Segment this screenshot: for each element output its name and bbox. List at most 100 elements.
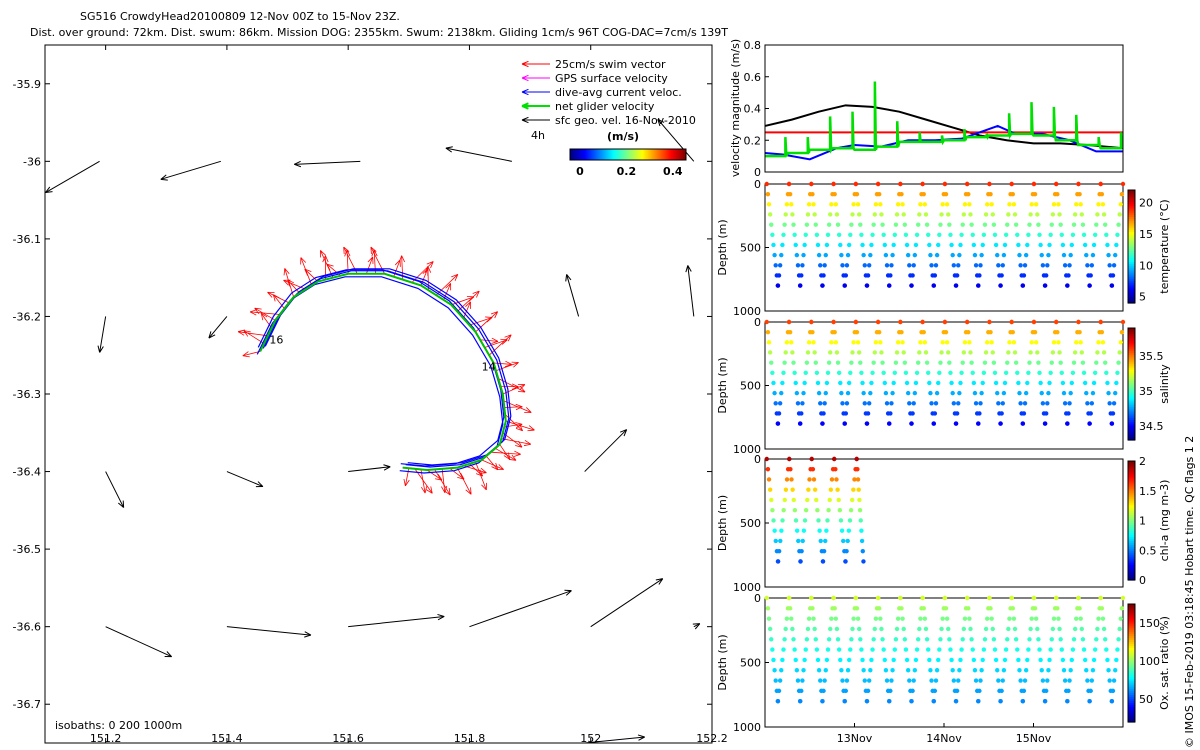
oxygen-profile-point [969, 637, 974, 642]
oxygen-profile-point [1078, 616, 1083, 621]
chla-colorbar-cell [1128, 540, 1135, 543]
oxygen-profile-point [810, 606, 815, 611]
colorbar-cell [638, 149, 640, 160]
temperature-profile-point [811, 202, 816, 207]
oxygen-colorbar-cell [1128, 710, 1135, 713]
salinity-profile-point [989, 340, 994, 345]
salinity-profile-point [879, 350, 884, 355]
salinity-profile-point [1048, 370, 1053, 375]
temperature-profile-point [1111, 263, 1117, 268]
salinity-profile-point [766, 340, 772, 345]
chla-colorbar-cell [1128, 560, 1135, 563]
salinity-profile-point [1101, 350, 1107, 355]
chla-axes-frame [764, 458, 1124, 588]
temperature-profile-point [987, 181, 992, 187]
oxygen-profile-point [793, 657, 798, 663]
oxygen-profile-point [860, 657, 865, 663]
oxygen-profile-point [991, 637, 997, 642]
oxygen-profile-point [982, 637, 988, 642]
salinity-profile-point [821, 411, 826, 416]
temperature-profile-point [848, 232, 853, 237]
temperature-profile-point [901, 212, 906, 217]
oxygen-profile-point [771, 657, 776, 663]
oxygen-colorbar-cell [1128, 625, 1135, 629]
chla-colorbar-cell [1128, 474, 1135, 478]
map-x-tick-label: 152.2 [696, 732, 728, 745]
temperature-profile-point [1038, 242, 1043, 248]
salinity-profile-point [824, 380, 830, 386]
salinity-profile-point [950, 390, 955, 396]
net-velocity-series-line [765, 81, 1124, 158]
temperature-colorbar-cell [1128, 225, 1135, 229]
temperature-profile-point [786, 181, 792, 187]
temperature-profile-point [1037, 232, 1042, 237]
salinity-colorbar-cell [1128, 354, 1135, 357]
colorbar-cell [665, 149, 667, 160]
temperature-profile-point [922, 202, 928, 207]
temperature-profile-point [917, 212, 922, 217]
temperature-profile-point [937, 232, 942, 237]
dive-avg-current-track [264, 268, 512, 466]
map-x-tick-label: 151.8 [454, 732, 486, 745]
oxygen-colorbar-cell [1128, 639, 1135, 642]
chla-profile-point [812, 487, 818, 492]
temperature-profile-point [1001, 252, 1007, 258]
salinity-profile-point [880, 360, 885, 365]
oxygen-profile-point [786, 595, 792, 601]
oxygen-profile-point [1021, 688, 1027, 694]
colorbar-cell [613, 149, 615, 160]
salinity-profile-point [923, 350, 929, 355]
oxygen-profile-point [1096, 616, 1101, 621]
chla-colorbar-cell [1128, 576, 1135, 579]
oxygen-profile-point [824, 657, 830, 663]
salinity-colorbar-tick-label: 35 [1139, 385, 1153, 398]
oxygen-profile-point [1068, 668, 1073, 673]
temperature-profile-point [835, 222, 841, 227]
salinity-profile-point [845, 390, 851, 396]
salinity-profile-point [815, 380, 821, 386]
temperature-profile-point [840, 263, 845, 268]
oxygen-profile-point [921, 606, 926, 611]
chla-colorbar-cell [1128, 502, 1135, 506]
temperature-profile-point [894, 212, 900, 217]
temperature-profile-point [1031, 181, 1037, 187]
chla-profile-point [814, 497, 819, 503]
oxygen-profile-point [1067, 678, 1072, 683]
salinity-profile-point [951, 401, 957, 406]
colorbar-cell [599, 149, 601, 160]
temperature-colorbar-cell [1128, 216, 1135, 219]
oxygen-profile-point [1042, 699, 1048, 704]
temperature-profile-point [1116, 222, 1121, 227]
oxygen-profile-point [854, 606, 860, 611]
temperature-profile-point [1110, 273, 1116, 278]
temperature-profile-point [969, 222, 974, 227]
salinity-profile-point [784, 340, 790, 345]
temperature-profile-point [1113, 252, 1118, 258]
chla-profile-point [789, 477, 794, 482]
chla-profile-point [820, 559, 826, 564]
salinity-profile-point [809, 319, 814, 325]
salinity-profile-point [873, 340, 879, 345]
salinity-profile-point [954, 411, 960, 416]
oxygen-colorbar-cell [1128, 666, 1135, 670]
oxygen-y-tick-label: 0 [754, 592, 761, 605]
colorbar-cell [624, 149, 626, 160]
salinity-colorbar-cell [1128, 417, 1135, 421]
colorbar-cell [594, 149, 596, 160]
temperature-profile-point [799, 273, 804, 278]
oxygen-profile-point [1116, 637, 1121, 642]
temperature-profile-point [915, 222, 921, 227]
temperature-profile-point [832, 191, 837, 197]
temperature-profile-point [983, 212, 989, 217]
chla-colorbar-cell [1128, 494, 1135, 498]
salinity-profile-point [765, 329, 771, 335]
oxygen-profile-point [905, 668, 911, 673]
salinity-profile-point [840, 401, 845, 406]
temperature-profile-point [1005, 222, 1010, 227]
temperature-profile-point [884, 263, 890, 268]
temperature-profile-point [1081, 232, 1087, 237]
temperature-profile-point [1105, 242, 1110, 248]
salinity-profile-point [832, 329, 837, 335]
temperature-profile-point [905, 252, 911, 258]
temperature-profile-point [976, 283, 981, 288]
